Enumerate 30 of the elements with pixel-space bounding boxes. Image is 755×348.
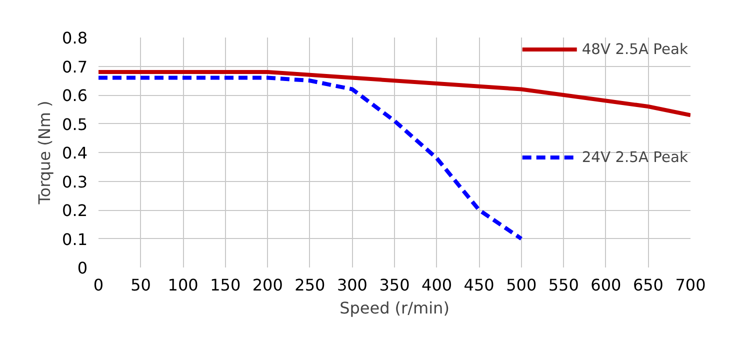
y-tick-label: 0.4	[62, 144, 88, 162]
x-tick-label: 100	[168, 276, 198, 294]
x-tick-label: 250	[294, 276, 326, 294]
x-tick-label: 50	[130, 276, 151, 294]
x-tick-label: 200	[252, 276, 283, 294]
x-tick-label: 300	[336, 276, 368, 294]
legend-label: 24V 2.5A Peak	[582, 148, 688, 166]
x-tick-label: 700	[675, 276, 706, 294]
x-tick-label: 400	[422, 276, 452, 294]
x-tick-label: 0	[93, 276, 104, 294]
legend-label: 48V 2.5A Peak	[582, 40, 688, 58]
x-tick-label: 350	[379, 276, 410, 294]
x-tick-label: 650	[632, 276, 664, 294]
y-tick-label: 0.1	[62, 230, 88, 249]
y-tick-label: 0.6	[62, 86, 88, 105]
x-tick-label: 150	[210, 276, 241, 294]
y-tick-label: 0.5	[62, 114, 88, 134]
y-tick-label: 0.7	[62, 57, 88, 76]
y-tick-label: 0.8	[62, 28, 88, 48]
x-tick-label: 500	[506, 276, 537, 294]
x-tick-label: 550	[548, 276, 579, 294]
y-axis-title: Torque (Nm )	[35, 100, 54, 206]
line-series	[98, 76, 524, 241]
y-tick-label: 0.3	[62, 172, 88, 192]
y-tick-label: 0	[77, 258, 88, 278]
x-tick-label: 450	[464, 276, 494, 294]
y-tick-label: 0.2	[62, 201, 88, 220]
x-tick-label: 600	[590, 276, 622, 294]
x-axis-title: Speed (r/min)	[340, 298, 450, 318]
line-series	[98, 70, 690, 118]
